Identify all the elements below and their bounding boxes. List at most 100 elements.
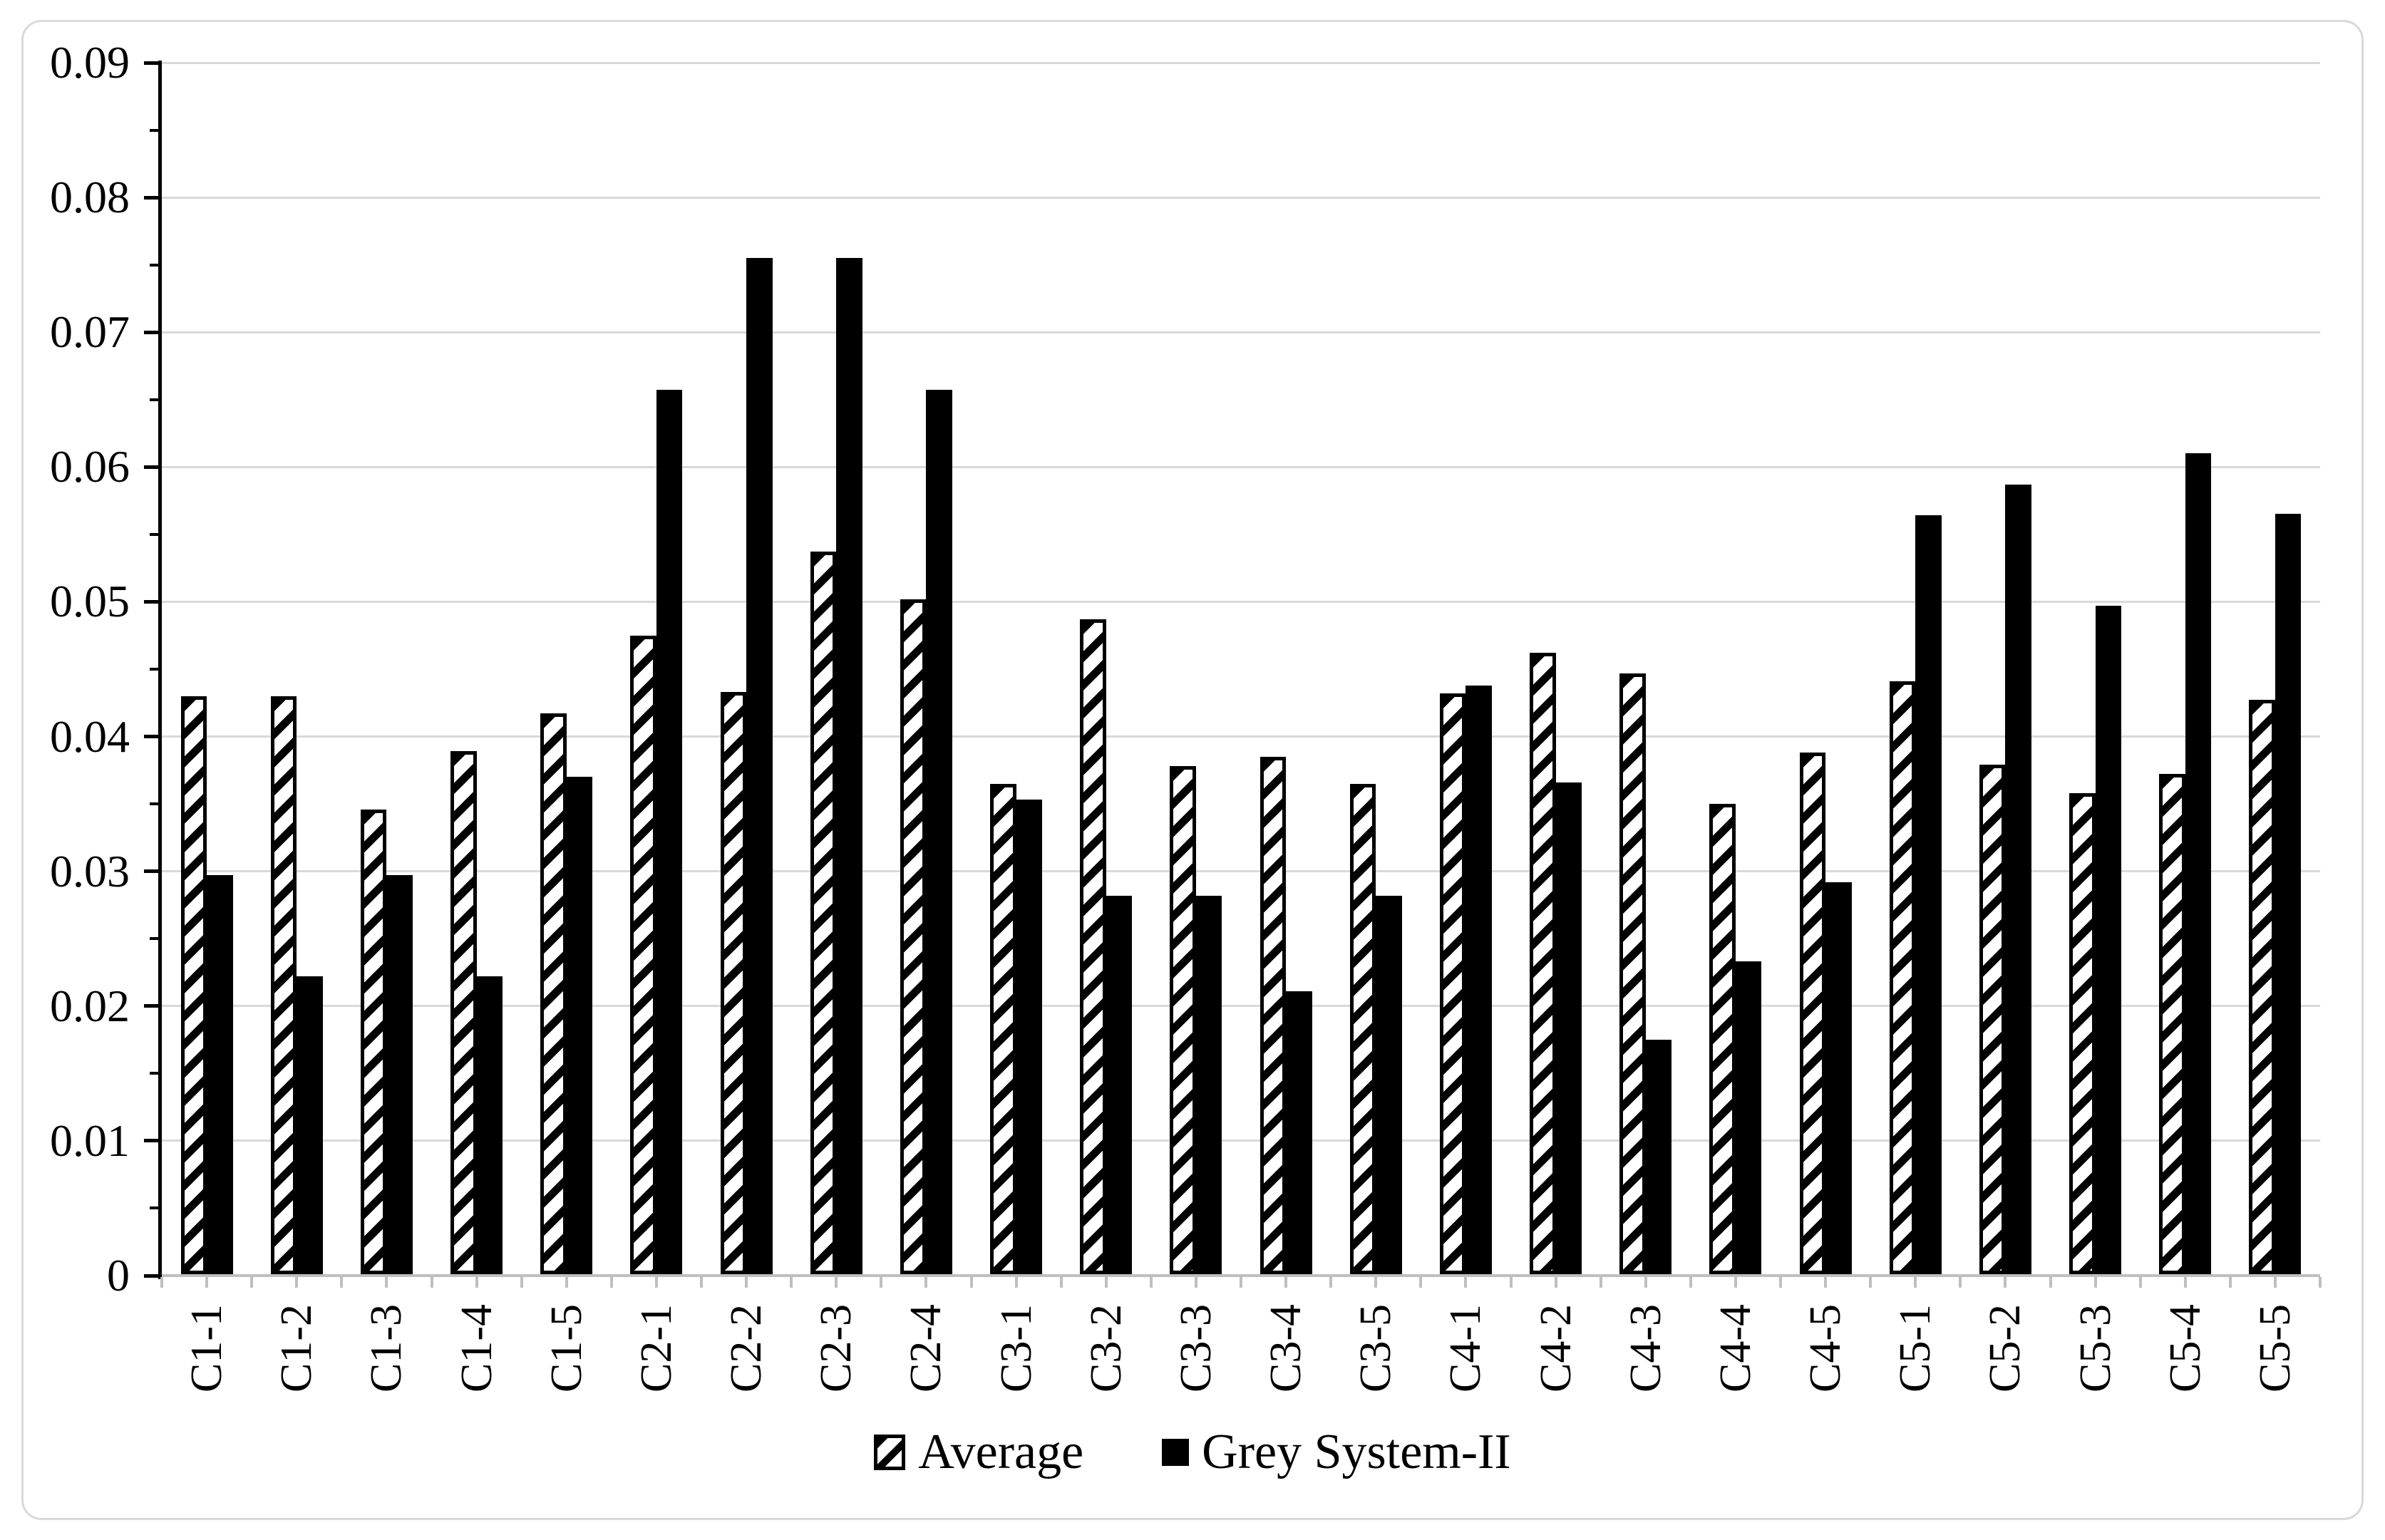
bar-average-c3-5 <box>1349 783 1376 1274</box>
bar-grey-system-ii-c5-3 <box>2095 606 2122 1274</box>
y-axis-major-tick <box>144 1273 158 1278</box>
x-axis-tick <box>1824 1277 1828 1288</box>
x-axis-tick <box>1509 1277 1513 1288</box>
y-axis-major-tick <box>144 61 158 65</box>
bar-average-c1-3 <box>360 809 387 1274</box>
x-tick-label: C3-2 <box>1081 1304 1130 1392</box>
bar-grey-system-ii-c1-3 <box>386 875 413 1274</box>
bar-average-c3-2 <box>1080 619 1106 1274</box>
x-axis-tick <box>475 1277 478 1288</box>
x-axis-tick <box>1464 1277 1468 1288</box>
bar-grey-system-ii-c1-1 <box>207 875 233 1274</box>
x-tick-label: C4-1 <box>1441 1304 1490 1392</box>
legend-label-average: Average <box>918 1425 1084 1479</box>
y-axis-major-tick <box>144 1139 158 1143</box>
x-axis-tick <box>205 1277 209 1288</box>
y-axis-minor-tick <box>150 1206 158 1210</box>
x-axis-tick <box>700 1277 703 1288</box>
x-axis-tick <box>745 1277 748 1288</box>
x-axis-tick <box>835 1277 838 1288</box>
bar-average-c5-2 <box>1979 765 2006 1274</box>
x-axis-tick <box>385 1277 388 1288</box>
y-gridline <box>162 1140 2320 1142</box>
bar-grey-system-ii-c2-4 <box>926 390 952 1274</box>
bar-average-c1-5 <box>540 713 567 1274</box>
y-tick-label: 0.05 <box>50 576 130 627</box>
y-gridline <box>162 600 2320 603</box>
bar-grey-system-ii-c2-3 <box>836 258 862 1274</box>
x-tick-label: C1-2 <box>272 1304 321 1392</box>
bar-average-c2-4 <box>900 599 927 1274</box>
y-gridline <box>162 870 2320 873</box>
y-tick-label: 0.08 <box>50 172 130 223</box>
bar-average-c4-1 <box>1439 693 1466 1274</box>
bar-average-c3-4 <box>1260 756 1287 1274</box>
x-axis-tick <box>609 1277 613 1288</box>
plot-area: C1-1 C1-2 C1-3 C1-4 C1-5 C2-1 C2-2 C2-3 C2-4 C3-1… <box>144 61 2322 1392</box>
x-axis-tick <box>1599 1277 1602 1288</box>
bar-grey-system-ii-c5-4 <box>2185 453 2212 1274</box>
x-axis-tick <box>2319 1277 2322 1288</box>
x-axis-tick <box>2228 1277 2232 1288</box>
value-axis-line <box>158 61 162 1279</box>
x-tick-label: C2-1 <box>632 1304 681 1392</box>
bar-grey-system-ii-c1-4 <box>476 976 503 1274</box>
y-axis-major-tick <box>144 195 158 200</box>
y-gridline <box>162 1005 2320 1008</box>
x-axis-tick <box>1959 1277 1962 1288</box>
bar-average-c3-3 <box>1170 766 1196 1274</box>
x-axis-tick <box>1329 1277 1333 1288</box>
y-gridline <box>162 735 2320 738</box>
y-gridline <box>162 465 2320 468</box>
bar-average-c2-2 <box>720 692 747 1274</box>
x-tick-label: C4-3 <box>1621 1304 1670 1392</box>
bar-average-c4-3 <box>1619 673 1646 1274</box>
x-axis-tick <box>2004 1277 2007 1288</box>
x-axis-tick <box>1240 1277 1242 1288</box>
legend-marker-grey-system-solid-swatch <box>1162 1439 1190 1466</box>
y-gridline <box>162 61 2320 64</box>
x-axis-tick <box>2093 1277 2097 1288</box>
x-tick-label: C4-4 <box>1711 1304 1760 1392</box>
x-tick-label: C1-4 <box>452 1304 501 1392</box>
x-axis-tick <box>2138 1277 2142 1288</box>
x-axis-tick <box>654 1277 658 1288</box>
category-axis-line <box>162 1274 2320 1277</box>
y-axis-minor-tick <box>150 802 158 806</box>
y-axis-minor-tick <box>150 1072 158 1075</box>
y-axis-minor-tick <box>150 937 158 941</box>
x-axis-tick <box>1734 1277 1737 1288</box>
bar-average-c2-3 <box>810 552 837 1274</box>
bar-grey-system-ii-c3-3 <box>1195 895 1222 1274</box>
y-axis-major-tick <box>144 735 158 739</box>
x-axis-tick <box>2273 1277 2277 1288</box>
x-tick-label: C3-1 <box>991 1304 1041 1392</box>
bar-average-c4-2 <box>1530 653 1556 1274</box>
y-axis-major-tick <box>144 465 158 469</box>
legend: Average Grey System-II <box>0 1410 2385 1495</box>
x-axis-tick <box>969 1277 973 1288</box>
y-tick-label: 0.03 <box>50 845 130 896</box>
x-tick-label: C4-5 <box>1801 1304 1850 1392</box>
x-axis-tick <box>1104 1277 1108 1288</box>
bar-average-c4-4 <box>1709 804 1736 1274</box>
y-tick-label: 0.07 <box>50 306 130 358</box>
legend-label-grey-system-ii: Grey System-II <box>1202 1425 1511 1479</box>
bar-average-c4-5 <box>1799 753 1826 1274</box>
y-axis-minor-tick <box>150 263 158 267</box>
y-axis-major-tick <box>144 599 158 604</box>
x-tick-label: C2-4 <box>902 1304 951 1392</box>
bar-average-c5-1 <box>1889 681 1916 1274</box>
x-axis-tick <box>160 1277 163 1288</box>
bar-average-c1-2 <box>270 696 297 1274</box>
x-axis-tick <box>1689 1277 1692 1288</box>
x-axis-tick <box>1779 1277 1782 1288</box>
y-tick-label: 0.09 <box>50 37 130 88</box>
x-axis-tick <box>790 1277 793 1288</box>
x-axis-tick <box>565 1277 568 1288</box>
bar-grey-system-ii-c2-1 <box>656 390 683 1274</box>
bar-grey-system-ii-c2-2 <box>746 258 773 1274</box>
x-axis-tick <box>430 1277 433 1288</box>
x-axis-tick <box>880 1277 883 1288</box>
